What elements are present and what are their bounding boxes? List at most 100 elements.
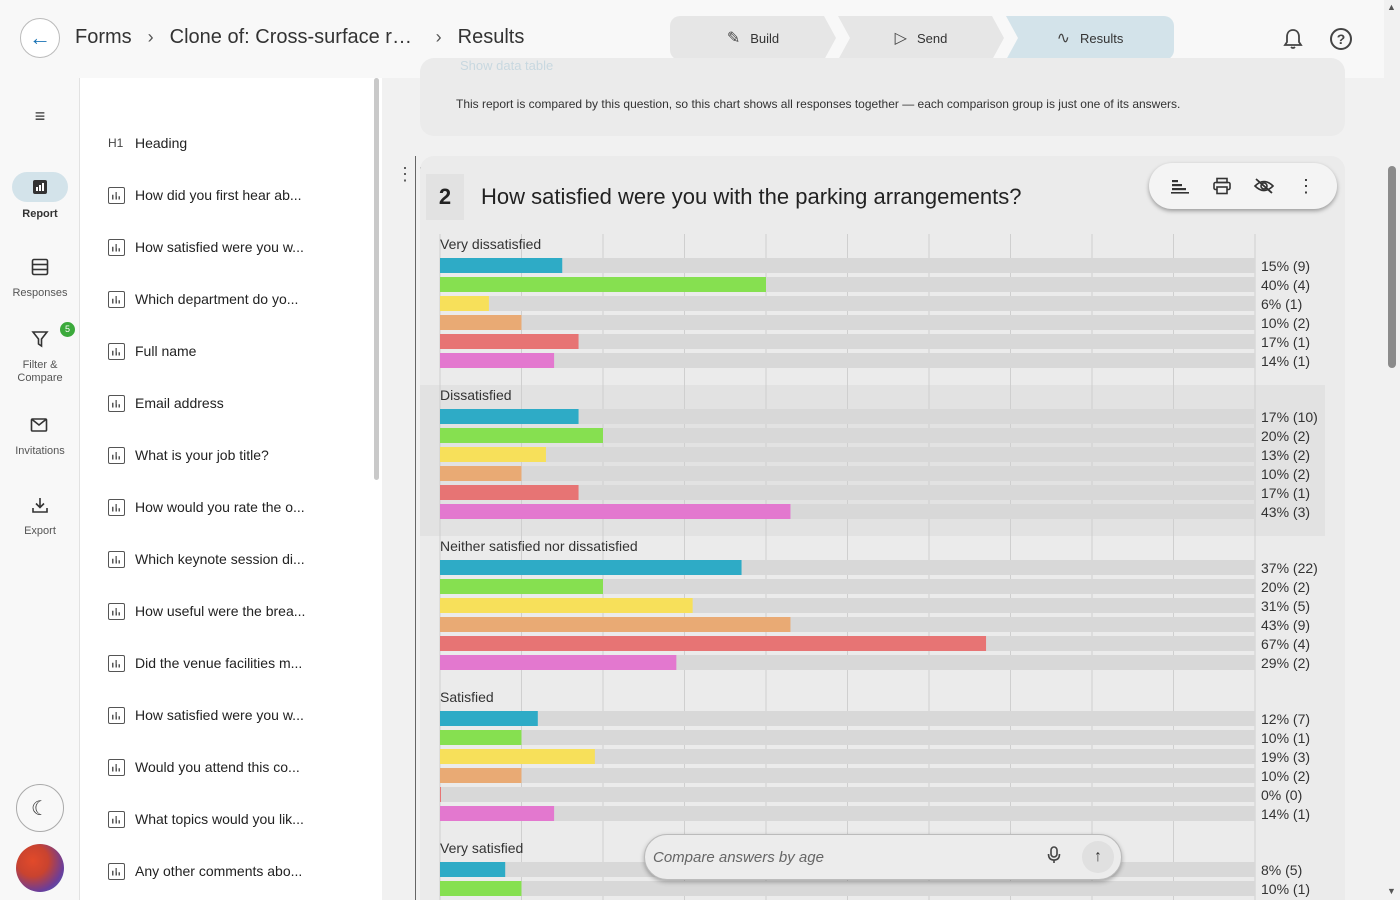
hide-icon[interactable] [1252,174,1276,198]
data-label: 67% (4) [1261,636,1310,652]
avatar[interactable] [16,844,64,892]
outline-item[interactable]: How satisfied were you w... [108,236,304,258]
outline-item[interactable]: How would you rate the o... [108,496,305,518]
step-results[interactable]: ∿ Results [1006,16,1174,60]
breadcrumb-results: Results [457,26,525,48]
step-send[interactable]: ▷ Send [838,16,1004,60]
bar-track [440,485,1255,500]
back-arrow-icon[interactable]: ← [20,18,60,58]
question-chart-icon [108,446,125,464]
step-results-label: Results [1080,30,1124,46]
question-card: 2 How satisfied were you with the parkin… [420,156,1345,900]
dark-mode-toggle[interactable]: ☾ [16,784,64,832]
bar [440,881,522,896]
rail-item-export[interactable]: Export [0,496,80,537]
bar-track [440,447,1255,462]
workflow-steps: ✎ Build ▷ Send ∿ Results [670,16,1174,60]
filter-icon [0,330,80,353]
data-label: 17% (1) [1261,485,1310,501]
bar [440,636,987,651]
page-scrollbar[interactable]: ▲ ▼ [1384,0,1400,900]
breadcrumb-form-name[interactable]: Clone of: Cross-surface regr... [169,26,420,48]
bar-track [440,768,1255,783]
outline-item-label: Did the venue facilities m... [135,655,303,671]
data-label: 31% (5) [1261,598,1310,614]
table-icon [0,258,80,281]
section-divider [415,156,416,900]
outline-item[interactable]: Did the venue facilities m... [108,652,302,674]
data-label: 0% (0) [1261,787,1302,803]
outline-item-label: What topics would you lik... [135,811,304,827]
scroll-up-icon[interactable]: ▲ [1387,2,1396,12]
more-options-icon[interactable]: ⋮ [1297,175,1315,196]
bell-icon[interactable] [1280,26,1306,52]
bar-track [440,730,1255,745]
outline-scrollbar[interactable] [374,78,379,480]
bar-track [440,787,1255,802]
data-label: 10% (1) [1261,881,1310,897]
outline-item-label: Full name [135,343,197,359]
outline-item-label: Which department do yo... [135,291,299,307]
outline-item[interactable]: Full name [108,340,196,362]
outline-item[interactable]: Email address [108,392,224,414]
outline-item[interactable]: How useful were the brea... [108,600,305,622]
bar-track [440,258,1255,273]
print-icon[interactable] [1210,174,1234,198]
bar-track [440,749,1255,764]
breadcrumb-forms[interactable]: Forms [75,26,132,48]
bar [440,655,677,670]
bar-track [440,881,1255,896]
rail-menu-toggle[interactable]: ≡ [0,106,80,133]
bar [440,296,489,311]
microphone-icon[interactable] [1047,846,1061,869]
bar [440,806,555,821]
outline-item-label: What is your job title? [135,447,269,463]
category-label: Dissatisfied [440,387,512,403]
question-chart-icon [108,290,125,308]
chart-type-icon[interactable] [1168,174,1192,198]
chart-svg: Very dissatisfied 15% (9) 40% (4) 6% (1) 10%… [420,234,1325,900]
scrollbar-thumb[interactable] [1388,166,1396,368]
outline-item-label: Any other comments abo... [135,863,303,879]
outline-item[interactable]: How satisfied were you w... [108,704,304,726]
send-arrow-icon[interactable]: ↑ [1082,841,1114,873]
outline-item-label: How would you rate the o... [135,499,305,515]
scroll-down-icon[interactable]: ▼ [1387,886,1396,896]
rail-item-filter-compare[interactable]: 5 Filter & Compare [0,322,80,385]
rail-item-filter-label: Filter & Compare [17,359,63,384]
step-build[interactable]: ✎ Build [670,16,836,60]
outline-item-label: Email address [135,395,224,411]
rail-item-responses[interactable]: Responses [0,258,80,299]
outline-item[interactable]: What topics would you lik... [108,808,304,830]
bar [440,730,522,745]
data-label: 17% (1) [1261,334,1310,350]
question-chart-icon [108,186,125,204]
bar-track [440,334,1255,349]
outline-item[interactable]: Any other comments abo... [108,860,302,882]
compare-input[interactable] [653,843,1033,871]
outline-item[interactable]: Which keynote session di... [108,548,305,570]
data-label: 14% (1) [1261,353,1310,369]
data-label: 10% (2) [1261,466,1310,482]
bar [440,353,555,368]
question-chart-icon [108,238,125,256]
bar [440,787,441,802]
bar [440,579,603,594]
show-data-table-link[interactable]: Show data table [460,58,554,73]
bar [440,466,522,481]
outline-item[interactable]: Would you attend this co... [108,756,300,778]
outline-item[interactable]: What is your job title? [108,444,269,466]
outline-item-label: How satisfied were you w... [135,239,304,255]
question-chart-icon [108,862,125,880]
rail-item-report[interactable]: Report [0,172,80,220]
bar [440,504,791,519]
step-send-label: Send [916,30,948,46]
outline-item[interactable]: Which department do yo... [108,288,298,310]
rail-item-invitations[interactable]: Invitations [0,416,80,457]
outline-item-label: How satisfied were you w... [135,707,304,723]
help-icon[interactable]: ? [1330,28,1352,50]
bar-track [440,806,1255,821]
outline-item[interactable]: H1 Heading [108,132,187,154]
moon-icon: ☾ [31,797,49,820]
outline-item[interactable]: How did you first hear ab... [108,184,302,206]
